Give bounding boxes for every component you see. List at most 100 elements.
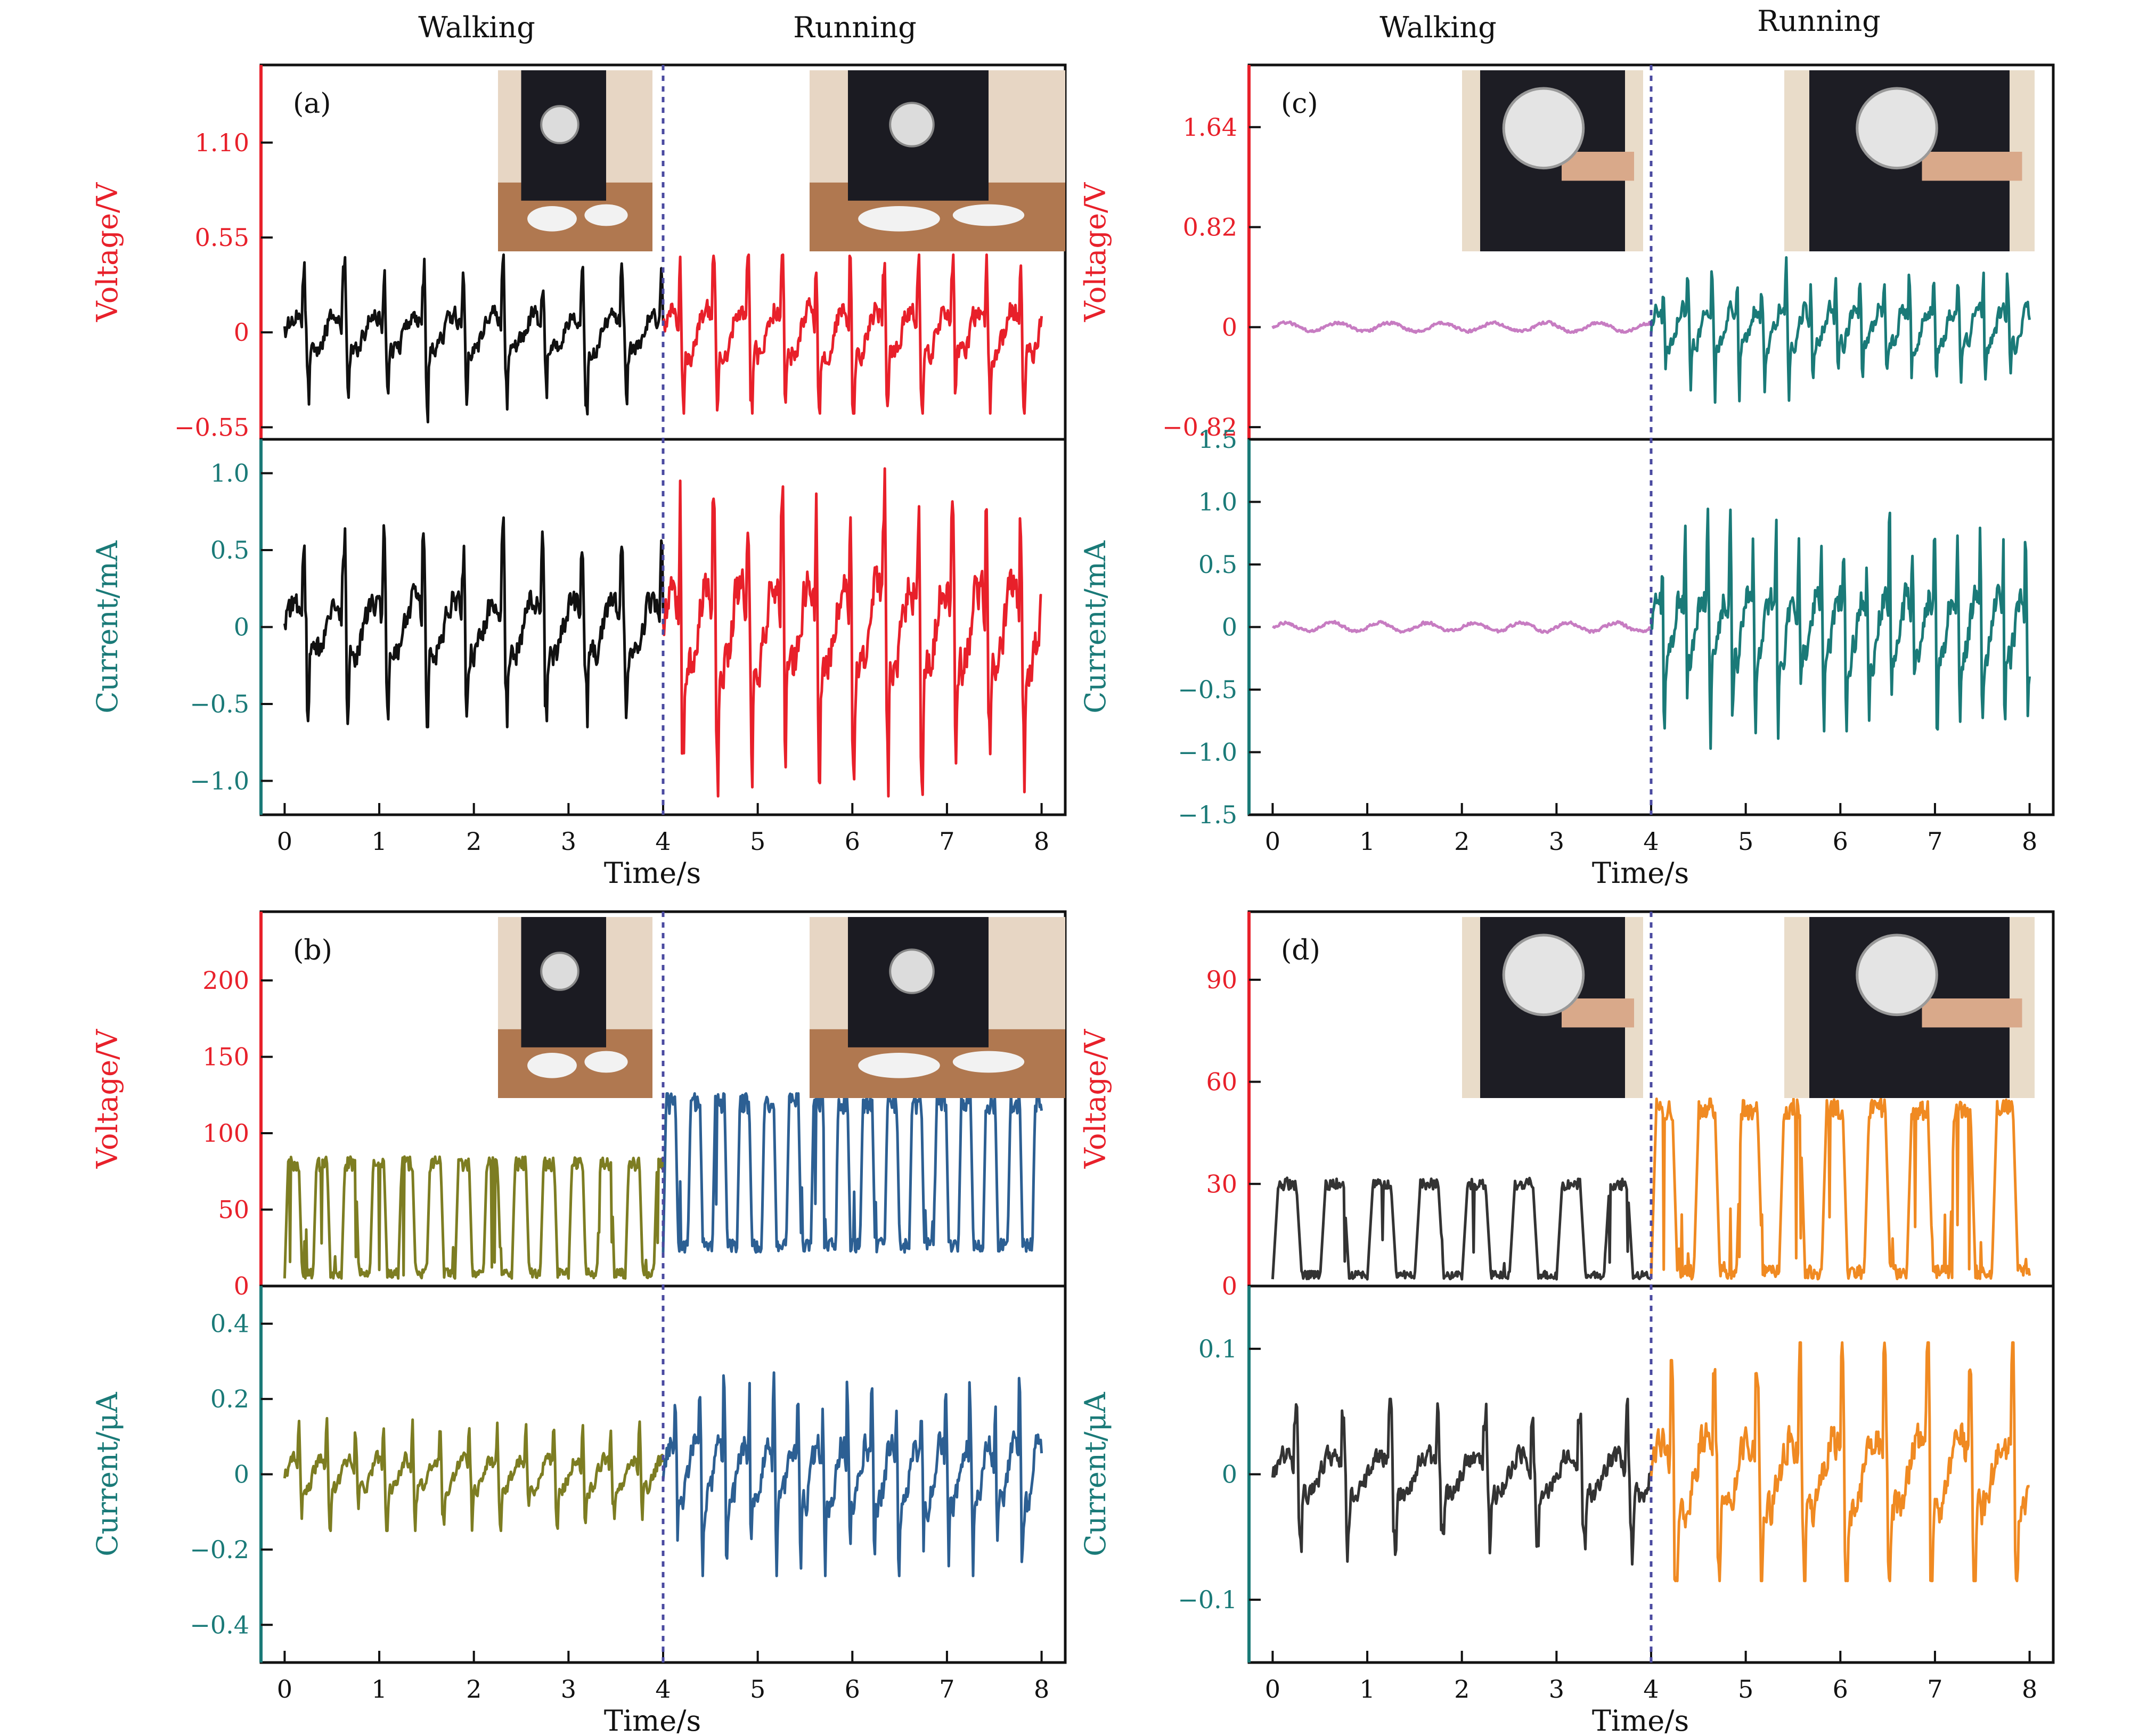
panel-b: 0 50 1 0 0 150 200 Voltage/V −0.4 −0.2 0 0.2 0.4 Curr…	[91, 910, 1067, 1736]
y-tick-label: 0	[234, 1460, 249, 1489]
bottom-subplot: −0.4 −0.2 0 0.2 0.4 Current/μA	[91, 1284, 1067, 1664]
x-tick-label: 0	[1265, 827, 1280, 856]
y-tick-label: −0.55	[174, 413, 249, 441]
arm-walking-photo	[1462, 917, 1643, 1098]
series-line-black-0	[283, 516, 665, 728]
x-axis-label: Time/s	[1592, 856, 1689, 890]
y-tick-label: 50	[218, 1195, 249, 1224]
x-tick-label: 1	[371, 827, 387, 856]
series-line-blue-1	[662, 1092, 1043, 1254]
series-line-pink-0	[1271, 320, 1653, 334]
x-tick-label: 8	[2022, 1675, 2037, 1704]
series-line-teal-1	[1650, 256, 2031, 404]
x-tick-label: 1	[371, 1675, 387, 1704]
series-line-blue-1	[662, 1371, 1043, 1577]
y-tick-label: 0	[234, 613, 249, 642]
x-tick-label: 4	[1643, 1675, 1659, 1704]
series-line-red-1	[662, 467, 1042, 798]
panel-d: 0 30 60 90 Voltage/V −0.1 0 0.1 Current/μA 0 1 2 3 4 5…	[1079, 910, 2055, 1736]
x-tick-label: 4	[655, 827, 671, 856]
y-tick-label: 0.5	[210, 536, 249, 564]
x-tick-label: 8	[1034, 827, 1049, 856]
header-walking-right: Walking	[1379, 11, 1497, 44]
x-tick-label: 7	[1927, 1675, 1942, 1704]
x-tick-label: 5	[1738, 1675, 1753, 1704]
y-tick-label: 0.55	[195, 223, 249, 252]
y-tick-label: 60	[1206, 1068, 1237, 1096]
series-line-black-0	[283, 253, 665, 424]
y-tick-label: 0.5	[1198, 550, 1237, 579]
y-tick-label: 0.1	[1198, 1334, 1237, 1363]
x-tick-label: 8	[1034, 1675, 1049, 1704]
y-axis-label: Current/μA	[91, 1391, 124, 1556]
y-tick-label: 0	[1222, 613, 1237, 642]
x-tick-label: 0	[277, 827, 292, 856]
y-tick-label: 0	[234, 1272, 249, 1300]
y-tick-label: −0.1	[1178, 1585, 1237, 1614]
series-line-orange-1	[1650, 1098, 2031, 1281]
x-tick-label: 0	[277, 1675, 292, 1704]
series-line-dark_gray-0	[1271, 1176, 1652, 1281]
x-tick-label: 3	[1549, 1675, 1564, 1704]
x-tick-label: 7	[939, 1675, 954, 1704]
x-tick-label: 7	[1927, 827, 1942, 856]
y-tick-label: 1.5	[1198, 425, 1237, 454]
y-tick-label: 0.82	[1183, 213, 1237, 242]
panel-c: −0.82 0 0.82 1.64 Voltage/V −1.5 −1.0 −0.5 0 0.5 1…	[1079, 63, 2055, 890]
arm-running-photo	[1784, 917, 2035, 1098]
x-tick-label: 6	[845, 827, 860, 856]
series-line-pink-0	[1271, 620, 1652, 634]
series-line-teal-1	[1650, 507, 2031, 750]
y-tick-label: 150	[202, 1043, 249, 1071]
y-tick-label: 0.4	[210, 1309, 249, 1338]
y-tick-label: 1.10	[195, 128, 249, 157]
y-tick-label: 0	[1222, 1272, 1237, 1300]
header-walking-left: Walking	[418, 11, 535, 44]
y-axis-label: Voltage/V	[1079, 182, 1112, 322]
y-tick-label: −1.0	[190, 766, 249, 795]
series-line-orange-1	[1650, 1341, 2030, 1583]
arm-running-photo	[1784, 70, 2035, 251]
bottom-subplot: −1.5 −1.0 −0.5 0 0.5 1.0 1.5 Current/mA	[1079, 425, 2055, 829]
y-tick-label: −0.2	[190, 1535, 249, 1564]
y-tick-label: 0.2	[210, 1385, 249, 1413]
x-tick-label: 6	[1833, 1675, 1848, 1704]
y-tick-label: 0	[1222, 1460, 1237, 1489]
leg-walking-photo	[498, 917, 652, 1098]
x-axis-label: Time/s	[604, 856, 701, 890]
y-tick-label: −0.5	[190, 690, 249, 718]
y-axis-label: Current/mA	[91, 540, 124, 714]
x-tick-label: 7	[939, 827, 954, 856]
x-tick-label: 4	[655, 1675, 671, 1704]
y-axis-label: Current/μA	[1079, 1391, 1112, 1556]
y-tick-label: 1.0	[210, 459, 249, 488]
x-tick-label: 2	[466, 1675, 481, 1704]
x-tick-label: 1	[1359, 827, 1375, 856]
y-tick-label: 0	[234, 318, 249, 347]
x-tick-label: 2	[1454, 827, 1469, 856]
series-line-olive-0	[283, 1416, 665, 1533]
panel-label: (a)	[293, 88, 331, 120]
y-tick-label: 200	[202, 966, 249, 995]
x-tick-label: 3	[561, 827, 576, 856]
header-running-right: Running	[1757, 4, 1881, 38]
y-axis-label: Voltage/V	[91, 182, 124, 322]
x-tick-label: 5	[1738, 827, 1753, 856]
leg-walking-photo	[498, 70, 652, 251]
x-tick-label: 6	[845, 1675, 860, 1704]
panel-label: (b)	[293, 935, 332, 967]
top-subplot: −0.55 0 0.55 1.10 Voltage/V	[91, 63, 1067, 441]
x-tick-label: 1	[1359, 1675, 1375, 1704]
y-axis-label: Voltage/V	[91, 1029, 124, 1169]
leg-running-photo	[810, 70, 1065, 251]
x-tick-label: 6	[1833, 827, 1848, 856]
panel-label: (d)	[1281, 935, 1320, 967]
y-tick-label: −0.4	[190, 1610, 249, 1639]
y-tick-label: 0	[1222, 313, 1237, 341]
y-axis-label: Voltage/V	[1079, 1029, 1112, 1169]
x-axis-label: Time/s	[604, 1704, 701, 1736]
panel-label: (c)	[1281, 88, 1318, 120]
x-tick-label: 5	[750, 1675, 765, 1704]
y-tick-label: −1.5	[1178, 800, 1237, 829]
